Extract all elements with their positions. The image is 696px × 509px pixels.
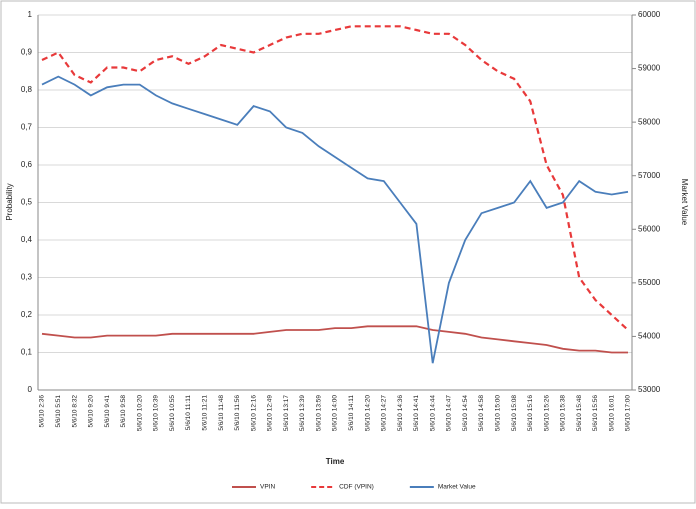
- x-tick-label: 5/6/10 9:58: [120, 395, 127, 428]
- x-tick-label: 5/6/10 14:47: [446, 395, 453, 432]
- x-tick-label: 5/6/10 14:36: [397, 395, 404, 432]
- legend-label: Market Value: [438, 484, 476, 491]
- x-tick-label: 5/6/10 11:11: [185, 395, 192, 431]
- y-axis-label: Probability: [5, 183, 14, 220]
- x-tick-label: 5/6/10 13:59: [315, 395, 322, 432]
- y2-tick-label: 54000: [638, 332, 661, 341]
- y2-tick-label: 56000: [638, 224, 661, 233]
- y2-tick-label: 60000: [638, 10, 661, 19]
- series-line: [41, 25, 629, 331]
- y-tick-label: 0,4: [21, 235, 33, 244]
- x-tick-label: 5/6/10 5:51: [55, 395, 62, 428]
- y2-tick-label: 53000: [638, 385, 661, 394]
- y-tick-label: 0,3: [21, 273, 33, 282]
- x-tick-label: 5/6/10 15:48: [576, 395, 583, 432]
- x-tick-label: 5/6/10 14:11: [348, 395, 355, 431]
- y2-tick-label: 55000: [638, 278, 661, 287]
- x-tick-label: 5/6/10 12:49: [267, 395, 274, 432]
- y-tick-label: 0,8: [21, 85, 33, 94]
- y2-axis-label: Market Value: [680, 179, 689, 226]
- x-tick-label: 5/6/10 13:39: [299, 395, 306, 432]
- x-tick-label: 5/6/10 16:01: [608, 395, 615, 432]
- x-tick-label: 5/6/10 8:32: [71, 395, 78, 428]
- x-tick-label: 5/6/10 11:48: [218, 395, 225, 431]
- y-tick-label: 0,9: [21, 48, 33, 57]
- x-tick-label: 5/6/10 14:20: [364, 395, 371, 432]
- x-axis-label: Time: [326, 457, 345, 466]
- x-tick-label: 5/6/10 9:20: [88, 395, 95, 428]
- y-tick-label: 0,2: [21, 310, 33, 319]
- y-tick-label: 0: [28, 385, 33, 394]
- legend-label: CDF (VPIN): [339, 484, 374, 491]
- x-tick-label: 5/6/10 14:41: [413, 395, 420, 432]
- x-tick-label: 5/6/10 14:54: [462, 395, 469, 432]
- y2-tick-label: 58000: [638, 117, 661, 126]
- x-tick-label: 5/6/10 10:39: [153, 395, 160, 432]
- x-tick-label: 5/6/10 13:17: [283, 395, 290, 432]
- y-tick-label: 0,5: [21, 198, 33, 207]
- x-tick-label: 5/6/10 11:56: [234, 395, 241, 431]
- x-tick-label: 5/6/10 15:38: [560, 395, 567, 432]
- y-tick-label: 0,7: [21, 123, 33, 132]
- legend-label: VPIN: [260, 484, 275, 491]
- x-tick-label: 5/6/10 15:26: [543, 395, 550, 432]
- series-line: [41, 75, 629, 364]
- x-tick-label: 5/6/10 15:56: [592, 395, 599, 432]
- x-tick-label: 5/6/10 10:20: [136, 395, 143, 432]
- x-tick-label: 5/6/10 12:16: [250, 395, 257, 432]
- x-tick-label: 5/6/10 2:36: [39, 395, 46, 428]
- y-tick-label: 0,6: [21, 160, 33, 169]
- y-tick-label: 1: [28, 10, 33, 19]
- x-tick-label: 5/6/10 15:16: [527, 395, 534, 432]
- x-tick-label: 5/6/10 17:00: [625, 395, 632, 432]
- x-tick-label: 5/6/10 10:55: [169, 395, 176, 432]
- x-tick-label: 5/6/10 9:41: [104, 395, 111, 428]
- x-tick-label: 5/6/10 11:21: [201, 395, 208, 431]
- x-tick-label: 5/6/10 14:58: [478, 395, 485, 432]
- y2-tick-label: 59000: [638, 64, 661, 73]
- x-tick-label: 5/6/10 14:27: [381, 395, 388, 432]
- y2-tick-label: 57000: [638, 171, 661, 180]
- y-tick-label: 0,1: [21, 348, 33, 357]
- x-tick-label: 5/6/10 14:00: [332, 395, 339, 432]
- x-tick-label: 5/6/10 15:08: [511, 395, 518, 432]
- x-tick-label: 5/6/10 14:44: [429, 395, 436, 432]
- series-line: [41, 325, 628, 354]
- x-tick-label: 5/6/10 15:00: [494, 395, 501, 432]
